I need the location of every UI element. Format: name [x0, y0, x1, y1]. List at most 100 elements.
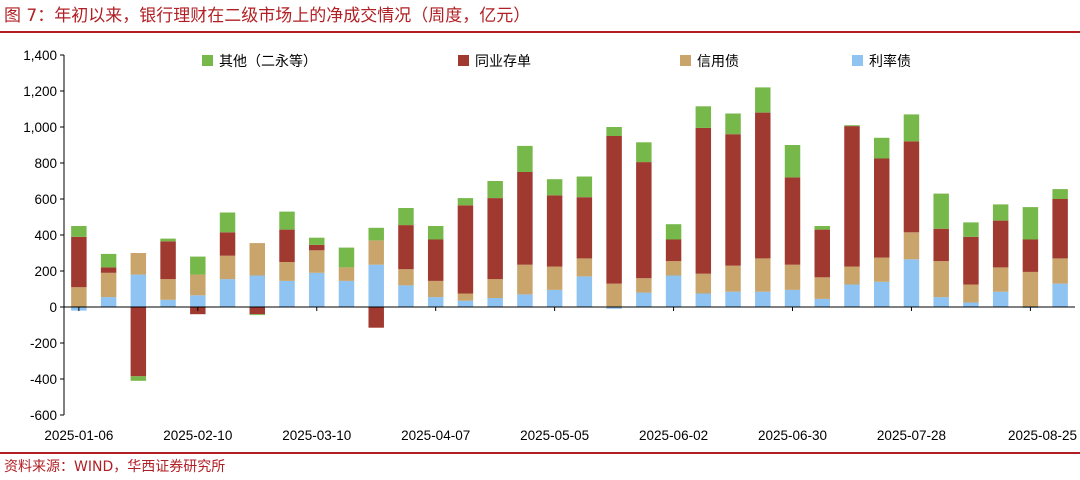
bar-segment — [576, 197, 593, 259]
bar-segment — [160, 238, 176, 242]
bar-segment — [844, 125, 860, 127]
bar-segment — [249, 275, 266, 307]
bar-segment — [160, 279, 176, 300]
bar-segment — [130, 253, 147, 275]
legend-label: 其他（二永等） — [219, 53, 317, 70]
x-tick-label: 2025-06-30 — [758, 428, 827, 443]
y-tick-label: 400 — [34, 228, 57, 243]
bar-segment — [427, 239, 444, 281]
bar-segment — [546, 266, 563, 290]
legend-label: 信用债 — [697, 54, 739, 70]
bar-segment — [576, 276, 593, 307]
bar-segment — [636, 278, 652, 293]
title-rule — [0, 31, 1080, 33]
bar-segment — [457, 205, 474, 294]
bar-segment — [695, 293, 712, 307]
y-tick-label: 1,000 — [23, 120, 57, 135]
bar-segment — [576, 176, 593, 198]
bar-segment — [695, 127, 712, 274]
bar-segment — [219, 279, 236, 307]
bar-segment — [368, 240, 384, 265]
bar-segment — [606, 307, 622, 309]
bar-segment — [427, 297, 444, 307]
bar-segment — [814, 226, 830, 230]
y-tick-label: 1,200 — [23, 84, 57, 99]
bar-segment — [546, 289, 563, 307]
bar-segment — [784, 264, 801, 290]
bar-segment — [249, 314, 266, 316]
legend-swatch — [680, 55, 691, 66]
x-tick-label: 2025-03-10 — [282, 428, 351, 443]
bar-segment — [338, 267, 355, 281]
x-tick-label: 2025-04-07 — [401, 428, 470, 443]
bar-segment — [457, 198, 474, 206]
x-tick-label: 2025-06-02 — [639, 428, 708, 443]
bar-segment — [100, 267, 117, 273]
bar-segment — [665, 261, 682, 276]
bar-segment — [427, 280, 444, 298]
bar-segment — [873, 158, 890, 258]
bar-segment — [933, 297, 949, 307]
bar-segment — [963, 236, 979, 285]
y-tick-label: -200 — [30, 336, 57, 351]
bar-segment — [398, 208, 414, 226]
bar-segment — [1052, 283, 1068, 307]
chart-axes: 1,400 1,200 1,000 800 600 400 200 0 -200 -400 -600… — [23, 48, 1077, 443]
bar-segment — [100, 272, 117, 298]
bar-segment — [160, 241, 176, 280]
y-tick-label: -400 — [30, 372, 57, 387]
bar-segment — [130, 307, 147, 377]
bar-segment — [517, 294, 533, 307]
source-note: 资料来源：WIND，华西证券研究所 — [4, 459, 226, 475]
bar-segment — [725, 113, 741, 135]
bar-segment — [873, 257, 890, 282]
bar-segment — [665, 224, 682, 240]
bar-segment — [992, 291, 1009, 307]
y-tick-label: 1,400 — [23, 48, 57, 63]
bar-segment — [963, 222, 979, 237]
bar-segment — [814, 229, 830, 278]
bar-segment — [1022, 239, 1039, 272]
bar-segment — [190, 274, 206, 296]
bar-segment — [636, 292, 652, 307]
figure-title: 图 7：年初以来，银行理财在二级市场上的净成交情况（周度，亿元） — [4, 6, 531, 26]
bar-segment — [903, 259, 920, 307]
bar-segment — [784, 177, 801, 265]
bar-segment — [784, 289, 801, 307]
bar-segment — [249, 243, 266, 276]
chart-legend: 其他（二永等） 同业存单 信用债 利率债 — [202, 53, 911, 70]
bar-segment — [71, 226, 87, 237]
bar-segment — [279, 262, 295, 281]
x-tick-label: 2025-08-25 — [1008, 428, 1077, 443]
bar-segment — [71, 236, 87, 288]
bar-segment — [844, 266, 860, 285]
bar-segment — [517, 264, 533, 295]
bar-segment — [457, 300, 474, 307]
bar-segment — [755, 258, 771, 292]
legend-swatch — [458, 55, 469, 66]
bar-segment — [279, 280, 295, 307]
bar-segment — [606, 136, 622, 284]
bar-segment — [933, 228, 949, 262]
bar-segment — [130, 376, 147, 381]
bar-segment — [903, 232, 920, 260]
bar-segment — [398, 225, 414, 270]
y-tick-label: 800 — [34, 156, 57, 171]
bar-segment — [665, 239, 682, 262]
bar-segment — [219, 232, 236, 256]
bar-segment — [665, 275, 682, 307]
bar-segment — [71, 287, 87, 307]
bar-segment — [249, 307, 266, 315]
bar-segment — [636, 162, 652, 279]
bar-segment — [219, 255, 236, 280]
x-tick-label: 2025-05-05 — [520, 428, 589, 443]
bar-segment — [755, 87, 771, 113]
bar-segment — [546, 195, 563, 267]
bar-segment — [309, 250, 325, 273]
y-tick-label: -600 — [30, 408, 57, 423]
bar-segment — [100, 297, 117, 307]
bar-segment — [963, 302, 979, 307]
bar-segment — [398, 285, 414, 307]
bar-segment — [190, 295, 206, 307]
bar-segment — [725, 265, 741, 292]
